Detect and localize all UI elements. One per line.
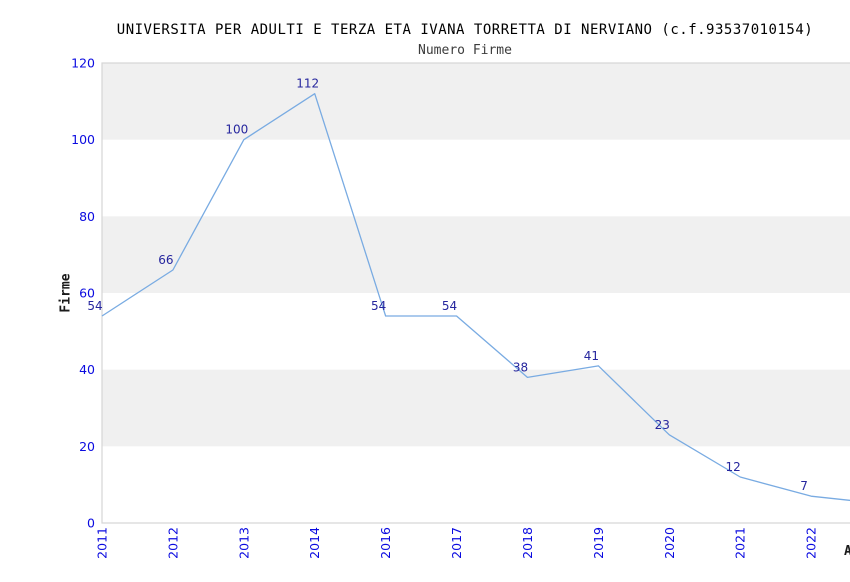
y-tick-label: 60	[79, 286, 95, 301]
x-tick-label: 2021	[733, 527, 748, 559]
data-label: 38	[513, 360, 528, 374]
data-label: 7	[800, 479, 808, 493]
data-label: 12	[726, 460, 741, 474]
x-tick-label: 2022	[804, 527, 819, 559]
x-tick-label: 2013	[236, 527, 251, 559]
plot-area: 0 20 40 60 80 100 120 2011 2012 2013 2014 2016 2017 2…	[71, 56, 850, 559]
x-axis-label: Anno	[844, 544, 850, 559]
plot-border	[101, 62, 850, 524]
x-tick-label: 2014	[307, 527, 322, 559]
data-label: 41	[584, 349, 599, 363]
data-label: 100	[225, 123, 248, 137]
x-tick-label: 2020	[662, 527, 677, 559]
y-tick-label: 40	[79, 362, 95, 377]
data-label: 54	[371, 299, 386, 313]
grid-band	[102, 63, 850, 140]
grid-band	[102, 369, 850, 447]
grid-band	[102, 216, 850, 293]
y-tick-label: 80	[79, 209, 95, 224]
x-tick-label: 2011	[95, 527, 110, 559]
y-tick-label: 100	[71, 132, 95, 147]
y-tick-label: 120	[71, 56, 95, 71]
data-label: 54	[442, 299, 457, 313]
data-label: 54	[87, 299, 102, 313]
y-axis-label: Firme	[58, 273, 74, 313]
x-tick-label: 2012	[165, 527, 180, 559]
y-tick-label: 20	[79, 439, 95, 454]
data-label: 66	[158, 253, 173, 267]
data-line	[101, 93, 850, 502]
y-tick-label: 0	[87, 516, 95, 531]
signatures-line-chart: UNIVERSITA PER ADULTI E TERZA ETA IVANA …	[40, 16, 850, 566]
x-tick-label: 2018	[520, 527, 535, 559]
x-tick-label: 2017	[449, 527, 464, 559]
chart-subtitle: Numero Firme	[418, 43, 512, 58]
chart-title: UNIVERSITA PER ADULTI E TERZA ETA IVANA …	[116, 22, 814, 38]
data-label: 23	[655, 418, 670, 432]
x-tick-label: 2016	[378, 527, 393, 559]
data-label: 112	[296, 77, 319, 91]
x-tick-label: 2019	[591, 527, 606, 559]
